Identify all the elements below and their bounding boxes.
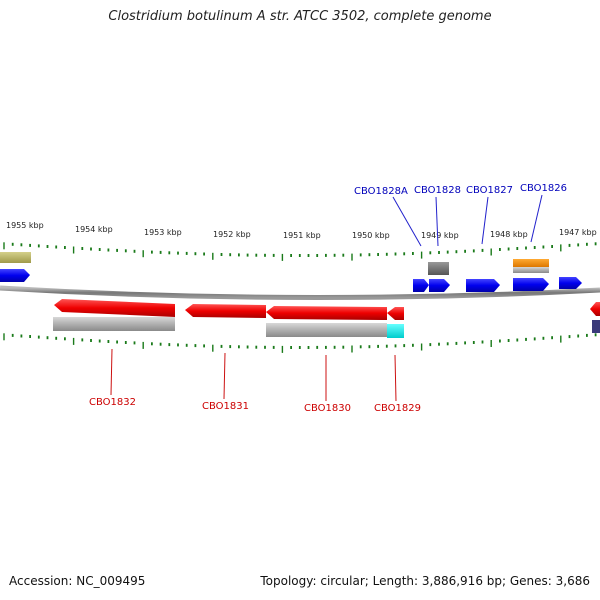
callout-line-CBO1832 — [110, 348, 113, 396]
gene-CBO1832-grey[interactable] — [53, 317, 175, 331]
gene-arrow-blue-right[interactable] — [559, 277, 582, 289]
gene-CBO1829-cyan[interactable] — [387, 324, 404, 338]
gene-CBO1826-grey[interactable] — [513, 267, 549, 273]
minus-strand-features — [53, 299, 600, 338]
label-CBO1831[interactable]: CBO1831 — [202, 401, 249, 412]
label-CBO1826[interactable]: CBO1826 — [520, 183, 567, 194]
callout-line-CBO1828 — [435, 196, 439, 247]
feature-navy-right[interactable] — [592, 320, 600, 333]
scale-label-1952: 1952 kbp — [213, 230, 251, 239]
gene-CBO1830-grey[interactable] — [266, 323, 387, 337]
label-CBO1828[interactable]: CBO1828 — [414, 185, 461, 196]
minus-gene-callouts — [110, 348, 397, 402]
gene-CBO1830-arrow[interactable] — [266, 306, 387, 320]
top-scale-ticks — [3, 242, 597, 261]
plus-strand-features — [0, 252, 582, 292]
gene-CBO1828A-arrow[interactable] — [413, 279, 429, 292]
label-CBO1830[interactable]: CBO1830 — [304, 403, 351, 414]
map-title: Clostridium botulinum A str. ATCC 3502, … — [108, 9, 492, 24]
gene-CBO1826-arrow[interactable] — [513, 278, 549, 291]
callout-line-CBO1826 — [530, 194, 543, 243]
gene-arrow-blue-left[interactable] — [0, 269, 30, 282]
label-CBO1829[interactable]: CBO1829 — [374, 403, 421, 414]
label-CBO1832[interactable]: CBO1832 — [89, 397, 136, 408]
gene-CBO1831-arrow[interactable] — [185, 304, 266, 318]
genome-backbone — [0, 285, 600, 301]
scale-label-1953: 1953 kbp — [144, 228, 182, 237]
scale-label-1949: 1949 kbp — [421, 231, 459, 240]
callout-line-CBO1828A — [392, 196, 422, 247]
gene-arrow-red-right[interactable] — [590, 302, 600, 316]
minus-gene-labels: CBO1832 CBO1831 CBO1830 CBO1829 — [89, 397, 421, 414]
bottom-scale-ticks — [3, 333, 597, 353]
label-CBO1827[interactable]: CBO1827 — [466, 185, 513, 196]
callout-line-CBO1829 — [394, 354, 397, 402]
gene-CBO1829-arrow[interactable] — [387, 307, 404, 320]
gene-CBO1832-arrow[interactable] — [54, 299, 175, 317]
scale-label-1951: 1951 kbp — [283, 231, 321, 240]
label-CBO1828A[interactable]: CBO1828A — [354, 186, 408, 197]
callout-line-CBO1827 — [481, 196, 489, 245]
accession-text: Accession: NC_009495 — [9, 574, 146, 588]
scale-label-1955: 1955 kbp — [6, 221, 44, 230]
topology-text: Topology: circular; Length: 3,886,916 bp… — [260, 574, 590, 588]
gene-CBO1828-arrow[interactable] — [429, 279, 450, 292]
plus-gene-callouts — [392, 194, 543, 247]
callout-line-CBO1831 — [223, 352, 226, 400]
gene-CBO1826-orange[interactable] — [513, 259, 549, 267]
top-scale-labels: 1955 kbp 1954 kbp 1953 kbp 1952 kbp 1951… — [6, 221, 597, 240]
scale-label-1950: 1950 kbp — [352, 231, 390, 240]
scale-label-1954: 1954 kbp — [75, 225, 113, 234]
gene-CBO1828A-block[interactable] — [428, 262, 449, 275]
gene-CBO1827-arrow[interactable] — [466, 279, 500, 292]
scale-label-1947: 1947 kbp — [559, 228, 597, 237]
feature-olive[interactable] — [0, 252, 31, 263]
plus-gene-labels: CBO1828A CBO1828 CBO1827 CBO1826 — [354, 183, 567, 197]
scale-label-1948: 1948 kbp — [490, 230, 528, 239]
genome-stats: Topology: circular; Length: 3,886,916 bp… — [260, 574, 590, 588]
